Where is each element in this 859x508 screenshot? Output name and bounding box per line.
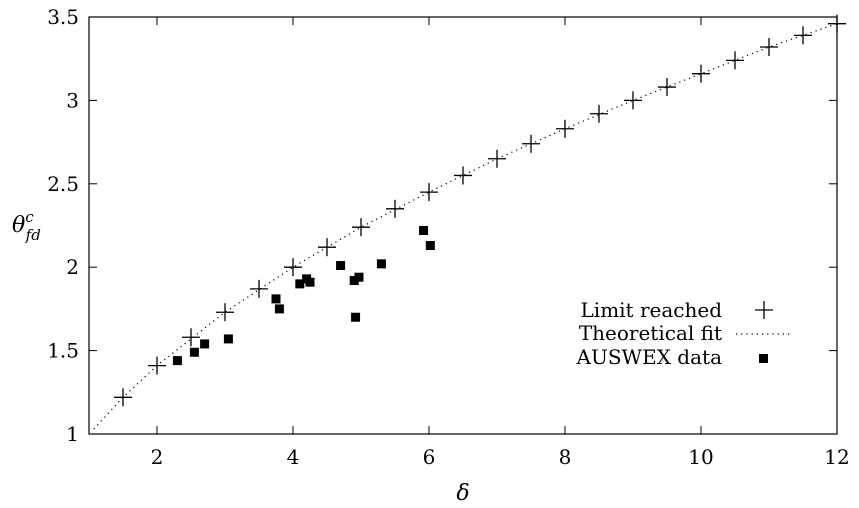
legend-marker-limit-reached — [755, 301, 773, 319]
x-tick-label: 12 — [824, 445, 849, 469]
x-tick-label: 6 — [423, 445, 436, 469]
limit-point — [454, 166, 472, 185]
limit-point — [522, 134, 540, 153]
y-tick-label: 3 — [66, 88, 79, 112]
auswex-point — [349, 276, 359, 286]
auswex-point — [419, 226, 429, 236]
limit-point — [726, 51, 744, 70]
axis-ticks: 2 4 6 8 10 12 1 1.5 2 2.5 3 3.5 — [47, 5, 850, 469]
y-tick-label: 3.5 — [47, 5, 79, 29]
y-axis-label-base: θ — [12, 213, 25, 238]
y-tick-label: 2.5 — [47, 172, 79, 196]
auswex-point — [223, 334, 233, 344]
limit-point — [794, 26, 812, 45]
limit-point — [692, 64, 710, 83]
fit-line — [93, 23, 838, 430]
limit-point — [250, 279, 268, 298]
limit-point — [828, 14, 846, 33]
limit-point — [284, 258, 302, 277]
limit-point — [386, 199, 404, 218]
limit-point — [658, 78, 676, 97]
auswex-point — [200, 339, 210, 349]
plot-frame — [88, 16, 838, 435]
limit-point — [216, 303, 234, 322]
auswex-point — [336, 261, 346, 271]
limit-point — [488, 149, 506, 168]
auswex-point — [376, 259, 386, 269]
legend-label-theoretical-fit: Theoretical fit — [579, 321, 722, 345]
y-tick-label: 1.5 — [47, 339, 79, 363]
legend: Limit reached Theoretical fit AUSWEX dat… — [576, 298, 792, 369]
limit-point — [114, 388, 132, 407]
x-axis-label: δ — [456, 481, 469, 506]
limit-point — [352, 218, 370, 237]
legend-plus — [755, 301, 773, 319]
x-tick-label: 8 — [559, 445, 572, 469]
limit-point — [590, 104, 608, 123]
limit-point — [182, 328, 200, 347]
y-tick-label: 2 — [66, 255, 79, 279]
auswex-point — [351, 312, 361, 322]
legend-label-auswex-data: AUSWEX data — [576, 345, 723, 369]
limit-reached-series — [114, 14, 846, 407]
legend-marker-auswex-data — [759, 354, 768, 363]
y-axis-label: θc fd — [12, 208, 41, 244]
auswex-point — [354, 272, 364, 282]
y-axis-label-subscript: fd — [25, 226, 41, 244]
x-tick-label: 2 — [151, 445, 164, 469]
y-axis-label-superscript: c — [25, 208, 34, 226]
auswex-point — [271, 294, 281, 304]
auswex-point — [425, 241, 435, 251]
auswex-point — [274, 304, 284, 314]
auswex-point — [189, 347, 199, 357]
limit-point — [148, 356, 166, 375]
x-tick-label: 10 — [688, 445, 713, 469]
y-tick-label: 1 — [66, 422, 79, 446]
legend-label-limit-reached: Limit reached — [581, 298, 723, 322]
theoretical-fit-series — [93, 23, 838, 430]
auswex-point — [295, 279, 305, 289]
limit-point — [624, 91, 642, 110]
limit-point — [556, 119, 574, 138]
auswex-point — [305, 277, 315, 287]
auswex-data-series — [172, 226, 435, 366]
x-tick-label: 4 — [287, 445, 300, 469]
limit-point — [760, 38, 778, 57]
limit-point — [420, 183, 438, 202]
limit-point — [318, 238, 336, 257]
auswex-point — [172, 356, 182, 366]
